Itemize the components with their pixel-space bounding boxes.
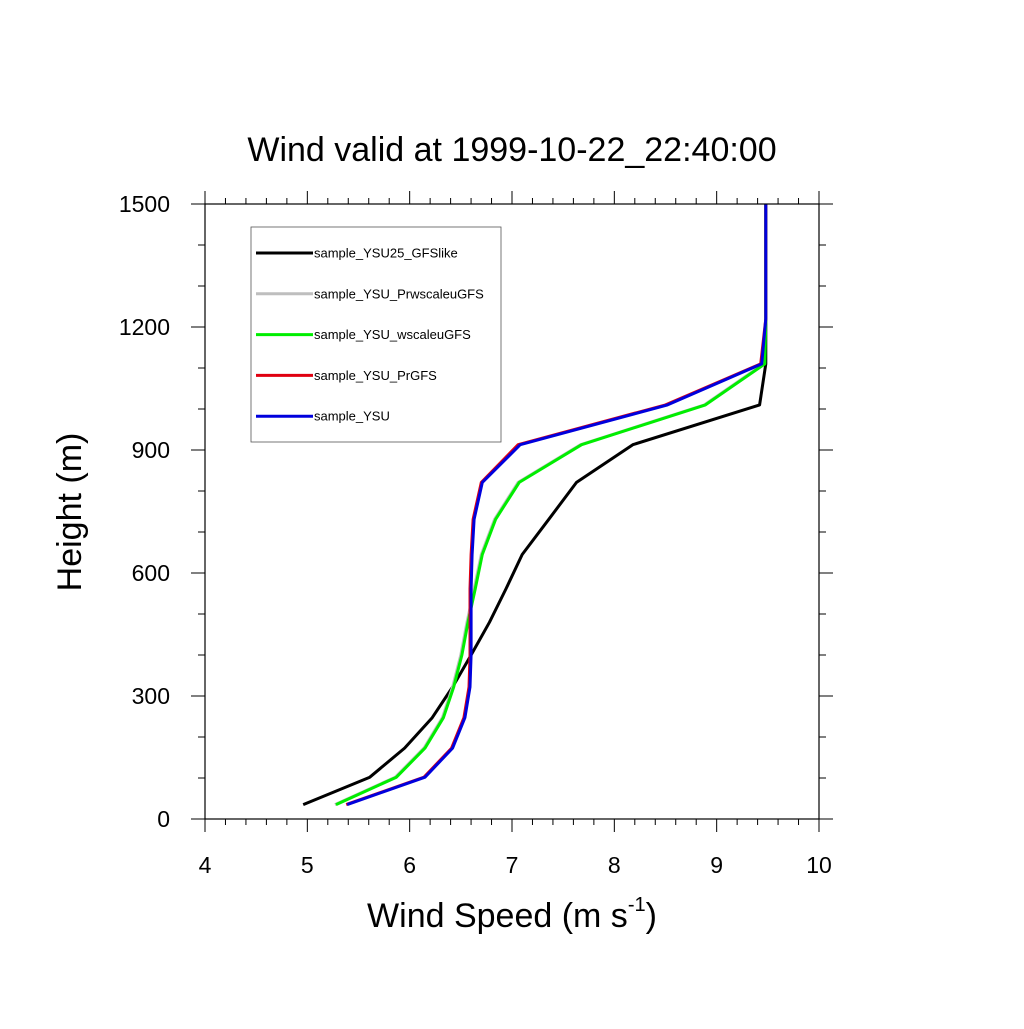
x-axis-label-superscript: -1: [628, 894, 646, 916]
x-axis-label-end: ): [646, 897, 657, 935]
y-tick-label: 600: [132, 560, 170, 586]
plot-frame: [204, 203, 820, 820]
x-axis-label-main: Wind Speed (m s: [367, 897, 628, 935]
y-tick-labels: 0 300 600 900 1200 1500: [119, 191, 170, 832]
y-axis-label: Height (m): [51, 433, 89, 592]
y-tick-label: 0: [157, 806, 170, 832]
series-line-sample_YSU_wscaleuGFS: [335, 204, 768, 806]
series-line-sample_YSU: [346, 204, 768, 807]
x-axis-label: Wind Speed (m s-1): [367, 894, 657, 935]
tick-marks: [191, 191, 833, 832]
legend-label: sample_YSU_PrwscaleuGFS: [314, 286, 484, 301]
legend-label: sample_YSU_wscaleuGFS: [314, 327, 471, 342]
y-tick-label: 1500: [119, 191, 170, 217]
x-tick-label: 6: [403, 852, 416, 878]
legend-label: sample_YSU_PrGFS: [314, 368, 437, 383]
chart-title: Wind valid at 1999-10-22_22:40:00: [247, 131, 776, 169]
legend: sample_YSU25_GFSlike sample_YSU_Prwscaleu…: [250, 226, 502, 443]
series-line-sample_YSU25_GFSlike: [302, 204, 768, 806]
y-tick-label: 300: [132, 683, 170, 709]
x-tick-label: 7: [506, 852, 519, 878]
legend-label: sample_YSU25_GFSlike: [314, 246, 458, 261]
x-tick-label: 10: [806, 852, 832, 878]
x-tick-label: 8: [608, 852, 621, 878]
legend-items: sample_YSU25_GFSlike sample_YSU_Prwscaleu…: [256, 246, 484, 424]
y-tick-label: 900: [132, 437, 170, 463]
legend-label: sample_YSU: [314, 409, 390, 424]
x-tick-label: 5: [301, 852, 314, 878]
x-tick-label: 9: [710, 852, 723, 878]
x-tick-labels: 4 5 6 7 8 9 10: [199, 852, 832, 878]
y-tick-label: 1200: [119, 314, 170, 340]
x-tick-label: 4: [199, 852, 212, 878]
series-lines: [302, 204, 768, 807]
